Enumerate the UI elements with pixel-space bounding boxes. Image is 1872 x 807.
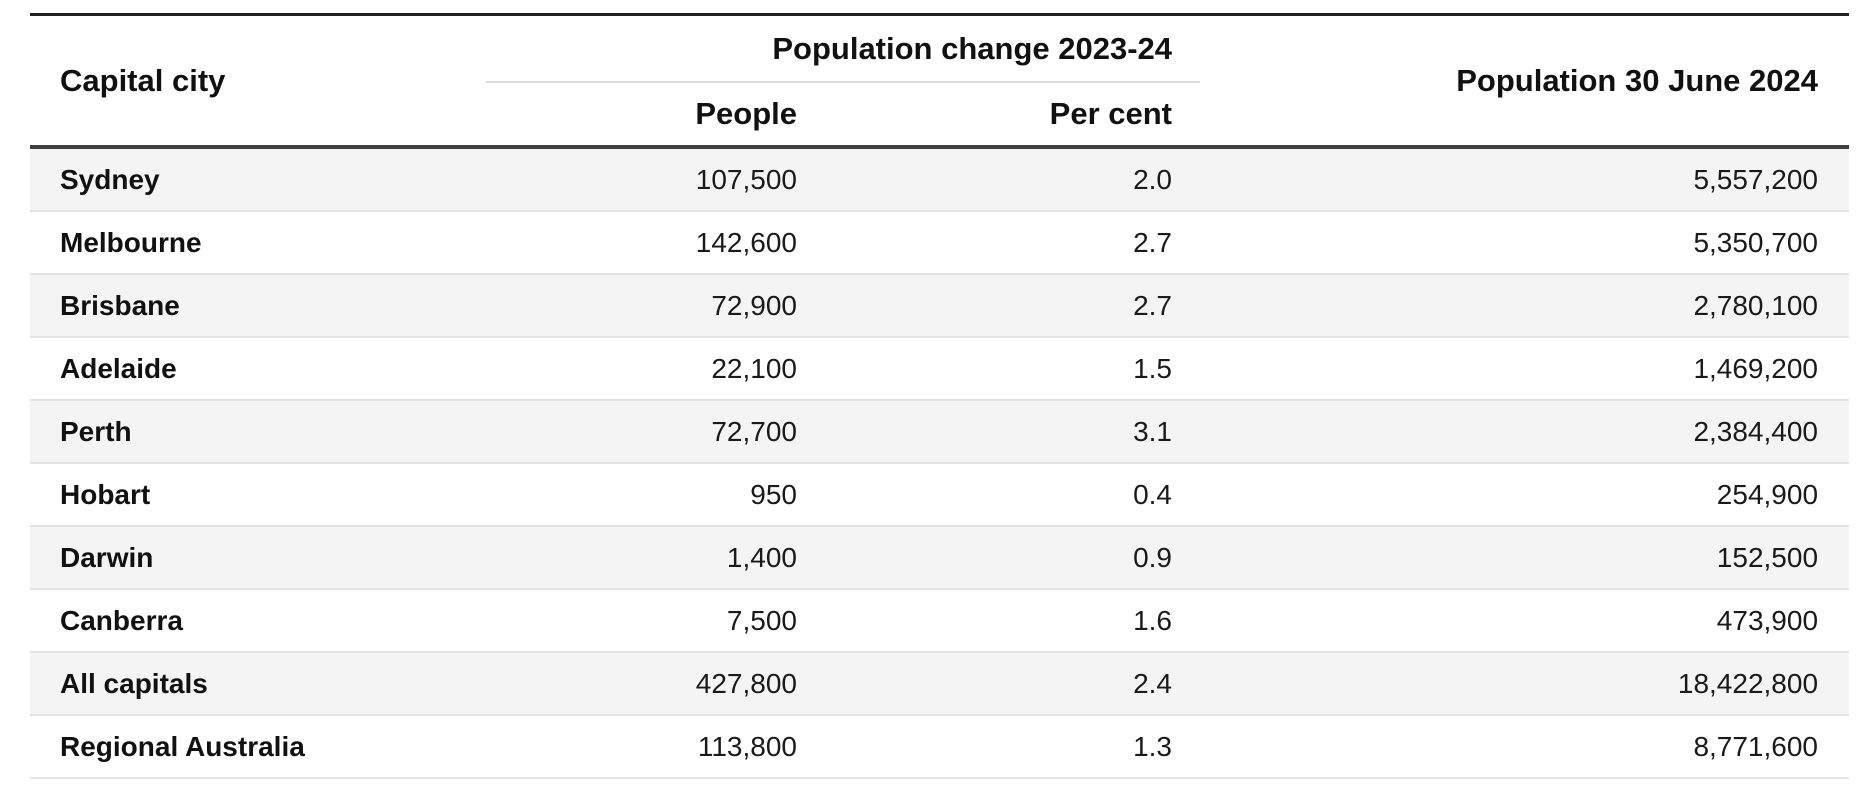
per-cent-cell: 2.4 [1133,667,1173,699]
people-cell: 427,800 [695,667,797,699]
table-row: Perth 72,700 3.1 2,384,400 [30,400,1850,463]
table-row: Brisbane 72,900 2.7 2,780,100 [30,274,1850,337]
per-cent-cell: 2.7 [1133,289,1173,321]
city-cell: All capitals [60,667,208,699]
header-row-group: Capital city Population change 2023-24 P… [30,14,1850,149]
people-cell: 72,900 [711,289,797,321]
table-row: Sydney 107,500 2.0 5,557,200 [30,147,1850,211]
population-cell: 2,384,400 [1693,415,1819,447]
table-body: Sydney 107,500 2.0 5,557,200 Melbourne 1… [30,147,1850,778]
table-row: All capitals 427,800 2.4 18,422,800 [30,652,1850,715]
city-cell: Canberra [60,604,183,636]
city-cell: Perth [60,415,132,447]
city-cell: Sydney [60,163,160,195]
population-cell: 5,350,700 [1693,226,1819,258]
per-cent-cell: 1.5 [1133,352,1173,384]
column-header-per-cent: Per cent [807,82,1201,149]
population-cell: 2,780,100 [1693,289,1819,321]
column-header-people: People [486,82,807,149]
city-cell: Hobart [60,478,151,510]
population-cell: 5,557,200 [1693,163,1819,195]
people-cell: 107,500 [695,163,797,195]
table-row: Hobart 950 0.4 254,900 [30,463,1850,526]
column-header-capital-city: Capital city [30,14,486,149]
population-cell: 1,469,200 [1693,352,1819,384]
per-cent-cell: 0.9 [1133,541,1173,573]
city-cell: Brisbane [60,289,180,321]
population-cell: 18,422,800 [1677,667,1819,699]
city-cell: Melbourne [60,226,202,258]
per-cent-cell: 1.3 [1133,730,1173,762]
population-cell: 8,771,600 [1693,730,1819,762]
table-row: Darwin 1,400 0.9 152,500 [30,526,1850,589]
per-cent-cell: 0.4 [1133,478,1173,510]
column-header-population-30-june-2024: Population 30 June 2024 [1200,14,1850,149]
per-cent-cell: 1.6 [1133,604,1173,636]
city-cell: Regional Australia [60,730,305,762]
people-cell: 142,600 [695,226,797,258]
people-cell: 7,500 [726,604,797,636]
table-row: Melbourne 142,600 2.7 5,350,700 [30,211,1850,274]
header-row-sub: People Per cent [30,82,1849,149]
city-cell: Darwin [60,541,154,573]
people-cell: 1,400 [726,541,797,573]
people-cell: 113,800 [697,730,797,762]
population-table: Capital city Population change 2023-24 P… [30,13,1850,779]
table-row: Canberra 7,500 1.6 473,900 [30,589,1850,652]
per-cent-cell: 3.1 [1133,415,1173,447]
per-cent-cell: 2.0 [1133,163,1173,195]
table-row: Regional Australia 113,800 1.3 8,771,600 [30,715,1850,778]
people-cell: 72,700 [711,415,797,447]
people-cell: 950 [750,478,797,510]
people-cell: 22,100 [711,352,797,384]
population-cell: 254,900 [1716,478,1819,510]
table-row: Adelaide 22,100 1.5 1,469,200 [30,337,1850,400]
population-cell: 473,900 [1716,604,1819,636]
table-header: Capital city Population change 2023-24 P… [30,14,1850,149]
population-cell: 152,500 [1716,541,1819,573]
column-group-header-population-change: Population change 2023-24 [486,14,1201,83]
per-cent-cell: 2.7 [1133,226,1173,258]
city-cell: Adelaide [60,352,177,384]
